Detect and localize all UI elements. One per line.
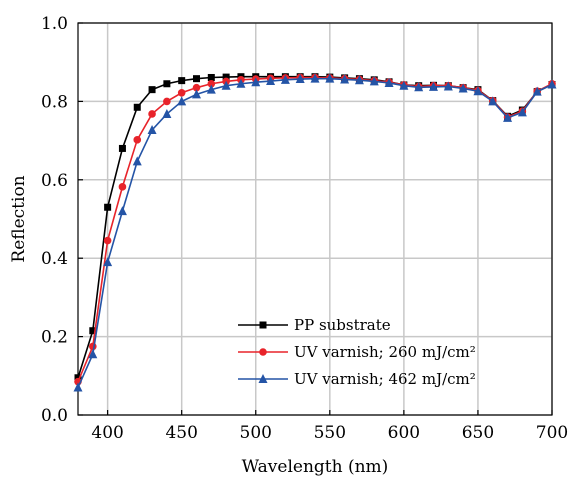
legend-item: UV varnish; 260 mJ/cm² xyxy=(238,343,476,361)
axis-ticks: 400 450 500 550 600 650 700 0.0 0.2 0.4 0.6 0.8 1.0 xyxy=(41,14,568,443)
data-point xyxy=(207,79,216,88)
plot-frame xyxy=(77,22,553,416)
data-point xyxy=(117,206,127,216)
data-point xyxy=(192,83,201,92)
data-point xyxy=(192,89,201,99)
series-2 xyxy=(74,73,556,386)
data-point xyxy=(547,79,557,89)
data-point xyxy=(340,74,350,84)
x-tick-label: 500 xyxy=(240,423,272,443)
y-tick-label: 0.2 xyxy=(41,328,68,348)
legend-label: PP substrate xyxy=(294,316,391,334)
series-layer xyxy=(73,73,557,392)
data-point xyxy=(222,73,230,81)
data-point xyxy=(251,77,261,87)
data-point xyxy=(88,349,98,359)
data-point xyxy=(177,88,186,97)
y-tick-label: 0.6 xyxy=(41,171,68,191)
data-point xyxy=(280,74,290,84)
y-axis-label: Reflection xyxy=(9,175,29,262)
series-line xyxy=(77,77,553,388)
data-point xyxy=(162,108,172,118)
data-point xyxy=(325,73,335,83)
legend-marker xyxy=(258,374,268,383)
data-point xyxy=(74,374,82,382)
data-point xyxy=(236,78,246,88)
data-point xyxy=(104,203,112,211)
data-point xyxy=(177,96,187,106)
y-tick-label: 0.0 xyxy=(41,406,68,426)
legend-label: UV varnish; 260 mJ/cm² xyxy=(294,343,476,361)
data-point xyxy=(148,110,156,118)
data-point xyxy=(488,96,498,106)
x-tick-label: 550 xyxy=(314,423,346,443)
data-point xyxy=(399,80,409,90)
legend-marker xyxy=(259,348,267,356)
x-tick-label: 600 xyxy=(388,423,420,443)
y-tick-label: 1.0 xyxy=(41,14,68,34)
data-point xyxy=(206,84,216,94)
data-point xyxy=(503,112,513,122)
series-1 xyxy=(74,73,556,382)
data-point xyxy=(207,73,215,81)
data-point xyxy=(89,327,97,335)
data-point xyxy=(103,257,113,267)
legend-marker xyxy=(259,321,267,329)
data-point xyxy=(147,125,157,135)
data-point xyxy=(133,136,142,144)
data-point xyxy=(89,342,97,351)
data-point xyxy=(118,144,126,152)
legend: PP substrate UV varnish; 260 mJ/cm² UV var… xyxy=(238,316,476,388)
data-point xyxy=(148,86,156,94)
y-tick-label: 0.8 xyxy=(41,92,68,112)
data-point xyxy=(517,107,527,117)
series-3 xyxy=(73,73,557,392)
data-point xyxy=(163,80,171,88)
data-point xyxy=(384,77,394,87)
x-tick-label: 450 xyxy=(165,423,197,443)
x-axis-label: Wavelength (nm) xyxy=(242,457,389,477)
data-point xyxy=(473,86,483,96)
data-point xyxy=(118,183,127,191)
x-tick-label: 650 xyxy=(462,423,494,443)
data-point xyxy=(443,81,453,91)
data-point xyxy=(163,97,171,106)
data-point xyxy=(133,103,141,111)
x-tick-label: 700 xyxy=(536,423,568,443)
data-point xyxy=(354,75,364,85)
y-tick-label: 0.4 xyxy=(41,249,68,269)
data-point xyxy=(103,236,112,245)
legend-item: PP substrate xyxy=(238,316,391,334)
data-point xyxy=(295,74,305,84)
data-point xyxy=(221,80,231,90)
legend-label: UV varnish; 462 mJ/cm² xyxy=(294,370,476,388)
data-point xyxy=(266,76,276,86)
data-point xyxy=(429,81,438,91)
data-point xyxy=(73,382,83,392)
legend-item: UV varnish; 462 mJ/cm² xyxy=(238,370,476,388)
data-point xyxy=(132,156,142,166)
data-point xyxy=(310,73,320,83)
data-point xyxy=(458,83,468,93)
data-point xyxy=(414,82,424,92)
x-tick-label: 400 xyxy=(91,423,123,443)
data-point xyxy=(178,77,186,85)
data-point xyxy=(193,75,200,83)
data-point xyxy=(532,86,542,96)
data-point xyxy=(369,76,379,86)
